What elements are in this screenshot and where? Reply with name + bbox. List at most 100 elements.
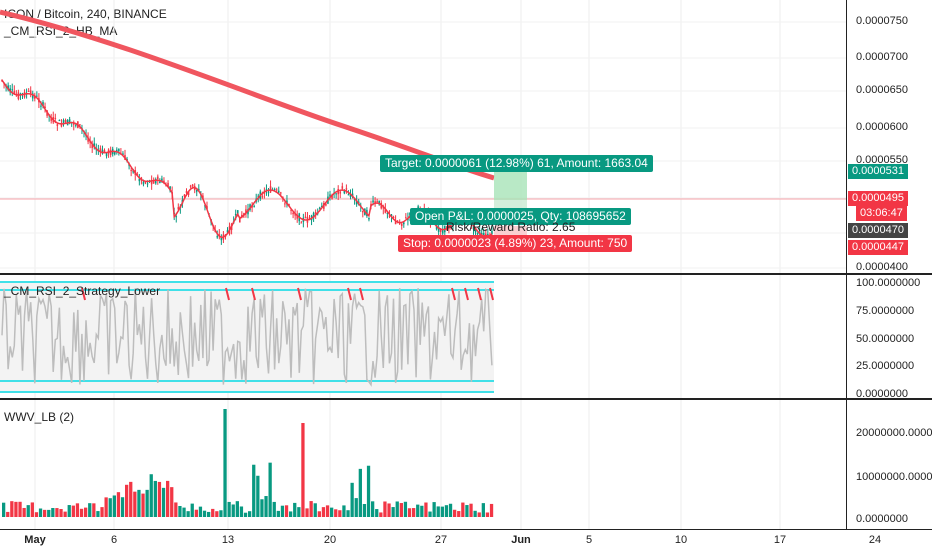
volume-bar: [202, 510, 207, 517]
candle-body: [349, 194, 352, 197]
volume-bar: [461, 502, 465, 517]
candle-body: [60, 124, 63, 127]
volume-bar: [297, 507, 301, 517]
candle-body: [152, 180, 155, 184]
candle-body: [105, 152, 108, 157]
rsi-pane[interactable]: _CM_RSI_2_Strategy_Lower: [0, 275, 932, 398]
volume-bar: [194, 509, 198, 517]
candle-body: [183, 194, 186, 197]
volume-bar: [395, 501, 399, 517]
volume-bar: [383, 501, 387, 517]
volume-bar: [334, 509, 338, 517]
price-label: 0.0000750: [856, 15, 908, 27]
open-pl-label[interactable]: Open P&L: 0.0000025, Qty: 108695652: [410, 208, 631, 225]
candle-body: [189, 185, 192, 187]
candle-body: [335, 193, 337, 195]
volume-bar: [207, 511, 211, 517]
volume-label: 0.0000000: [856, 513, 908, 525]
volume-bar: [186, 511, 190, 517]
volume-bar: [354, 498, 358, 517]
volume-bar: [403, 501, 408, 517]
candle-body: [54, 117, 57, 119]
candle-body: [485, 233, 487, 236]
volume-bar: [47, 509, 51, 517]
risk-reward-label[interactable]: Risk/Reward Ratio: 2.65: [446, 220, 576, 234]
candle-body: [267, 192, 270, 194]
volume-pane[interactable]: WWV_LB (2): [0, 400, 932, 529]
volume-bar: [293, 502, 297, 517]
candle-body: [476, 233, 479, 235]
candle-body: [374, 201, 376, 204]
candle-body: [93, 143, 96, 147]
candle-body: [290, 209, 292, 211]
candle-body: [417, 206, 419, 209]
candle-body: [234, 214, 237, 216]
candle-body: [409, 212, 411, 216]
candle-body: [130, 170, 132, 172]
time-axis-divider: [0, 529, 932, 530]
candle-body: [329, 194, 331, 197]
candle-body: [339, 191, 342, 194]
symbol-title[interactable]: ICON / Bitcoin, 240, BINANCE: [4, 7, 167, 21]
volume-title[interactable]: WWV_LB (2): [4, 410, 75, 424]
candle-body: [165, 185, 167, 187]
pane-divider[interactable]: [0, 273, 932, 275]
candle-body: [146, 183, 149, 185]
candle-body: [154, 178, 157, 184]
candle-body: [226, 230, 229, 233]
volume-bar: [30, 502, 34, 517]
rsi-title[interactable]: _CM_RSI_2_Strategy_Lower: [4, 284, 161, 298]
rsi-label: 100.0000000: [856, 277, 921, 289]
rsi-line: [1, 287, 493, 387]
candle-body: [280, 192, 282, 194]
volume-bar: [26, 505, 30, 517]
pane-divider[interactable]: [0, 398, 932, 400]
volume-bar: [284, 505, 289, 517]
volume-bar: [120, 497, 125, 517]
rsi-label: 50.0000000: [856, 333, 915, 345]
candle-body: [198, 188, 200, 191]
volume-bar: [264, 496, 268, 517]
candle-body: [341, 186, 344, 189]
volume-bar: [317, 511, 321, 517]
candle-body: [177, 207, 180, 210]
candle-body: [27, 90, 30, 92]
time-label: 6: [110, 534, 118, 546]
candle-body: [372, 200, 374, 203]
volume-bar: [321, 507, 326, 517]
volume-bar: [457, 511, 461, 517]
volume-bar: [416, 504, 420, 517]
candle-body: [362, 210, 364, 213]
candle-body: [75, 124, 77, 126]
volume-bar: [473, 510, 477, 517]
volume-bar: [79, 508, 84, 517]
volume-bar: [63, 511, 67, 517]
volume-bar: [116, 492, 121, 517]
volume-bar: [71, 505, 75, 517]
candle-body: [40, 105, 42, 107]
target-price-badge: 0.0000531: [848, 164, 908, 179]
volume-bar: [55, 508, 59, 517]
stop-label[interactable]: Stop: 0.0000023 (4.89%) 23, Amount: 750: [398, 235, 633, 252]
volume-bar: [129, 481, 133, 517]
candle-body: [253, 205, 255, 207]
volume-bar: [18, 501, 22, 517]
candle-body: [331, 194, 333, 199]
volume-bar: [448, 503, 453, 517]
volume-bar: [477, 512, 481, 517]
target-label[interactable]: Target: 0.0000061 (12.98%) 61, Amount: 1…: [380, 155, 653, 172]
volume-bar: [338, 510, 342, 517]
volume-bar: [375, 509, 379, 517]
candle-body: [191, 184, 194, 187]
volume-bar: [174, 502, 178, 517]
volume-bar: [391, 507, 395, 517]
volume-bar: [239, 506, 244, 517]
volume-bar: [469, 503, 473, 517]
candle-body: [79, 124, 81, 126]
volume-bar: [88, 503, 92, 517]
candle-body: [175, 216, 178, 218]
candle-body: [296, 214, 298, 219]
candle-body: [72, 122, 75, 125]
candle-body: [159, 181, 161, 184]
candle-body: [29, 90, 32, 94]
